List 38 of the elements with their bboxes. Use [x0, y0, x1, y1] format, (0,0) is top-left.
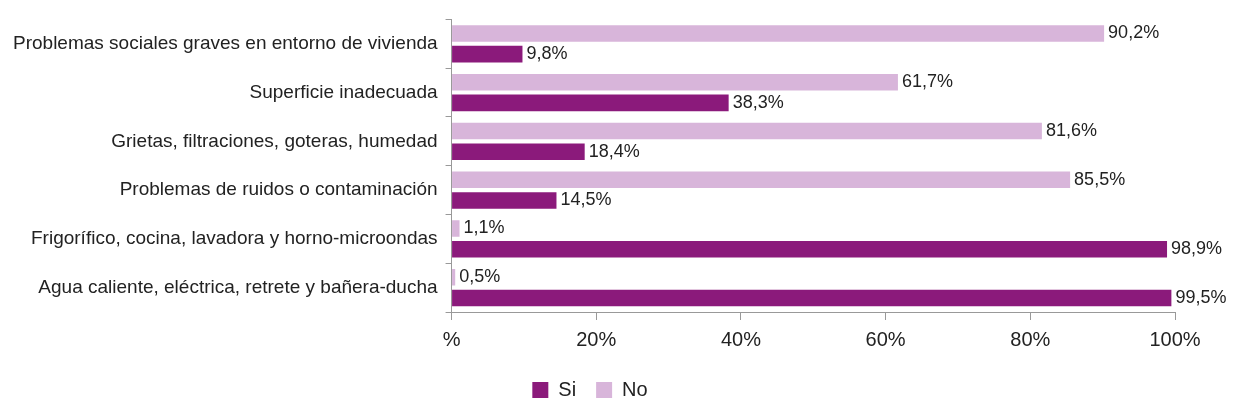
y-tick-label: Superficie inadecuada [249, 80, 438, 102]
data-label: 81,6% [1045, 119, 1097, 140]
bar [452, 220, 460, 237]
x-tick-label: % [442, 327, 461, 350]
data-label: 99,5% [1175, 286, 1227, 307]
x-tick-label: 100% [1149, 327, 1201, 350]
x-tick-label: 60% [865, 327, 906, 350]
bar [452, 73, 898, 91]
x-tick-label: 20% [576, 327, 617, 350]
y-tick-label: Problemas sociales graves en entorno de vivienda [13, 32, 439, 54]
x-tick-label: 40% [720, 327, 762, 350]
bar [452, 122, 1042, 140]
data-label: 38,3% [732, 91, 784, 112]
data-label: 98,9% [1171, 238, 1223, 259]
bar [452, 268, 456, 286]
data-label: 90,2% [1108, 22, 1160, 43]
data-label: 1,1% [463, 217, 505, 238]
bar [452, 171, 1071, 189]
data-label: 18,4% [588, 140, 640, 161]
data-label: 9,8% [526, 43, 568, 64]
y-tick-label: Frigorífico, cocina, lavadora y horno-microondas [31, 227, 438, 249]
bar [452, 289, 1172, 307]
legend-label: Si [558, 377, 577, 400]
y-tick-label: Agua caliente, eléctrica, retrete y bañera-ducha [38, 275, 439, 297]
data-label: 14,5% [560, 189, 612, 210]
y-tick-label: Grietas, filtraciones, goteras, humedad [111, 129, 438, 151]
data-label: 0,5% [459, 266, 501, 287]
bar [452, 143, 585, 160]
bar [452, 45, 523, 63]
bar [452, 192, 557, 209]
data-label: 85,5% [1074, 168, 1126, 189]
y-tick-label: Problemas de ruidos o contaminación [119, 178, 438, 200]
bar [452, 240, 1168, 258]
bar [452, 25, 1105, 42]
x-tick-label: 80% [1010, 327, 1051, 350]
data-label: 61,7% [901, 71, 953, 92]
legend-label: No [622, 377, 648, 400]
bar [452, 94, 729, 112]
